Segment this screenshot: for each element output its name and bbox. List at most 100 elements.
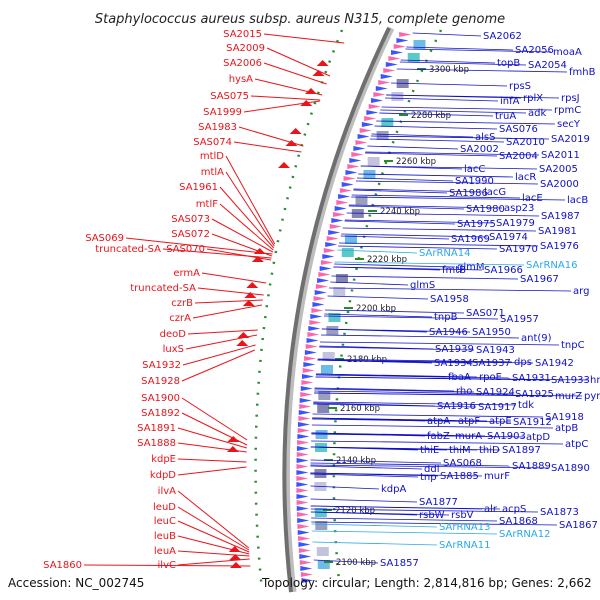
gene-block bbox=[413, 40, 426, 49]
reverse-gene-label: SA1942 bbox=[317, 358, 574, 369]
gene-block bbox=[315, 521, 328, 530]
reverse-gene-arrow bbox=[336, 200, 349, 205]
reverse-gene-label: alsS bbox=[371, 132, 495, 143]
reverse-gene-name: SA1931 bbox=[512, 373, 551, 384]
reverse-gene-arrow bbox=[297, 518, 310, 523]
forward-gene-name: SA1892 bbox=[141, 408, 180, 419]
reverse-gene-arrow bbox=[343, 176, 356, 181]
reverse-gene-arrow bbox=[388, 56, 401, 61]
reverse-gene-arrow bbox=[299, 560, 312, 565]
forward-gene-name: czrA bbox=[169, 313, 191, 324]
reverse-gene-arrow bbox=[301, 380, 314, 385]
reverse-gene-arrow bbox=[317, 278, 330, 283]
reverse-gene-name: tnp bbox=[420, 472, 437, 483]
gene-block bbox=[381, 118, 394, 127]
forward-gene-label: SAS072 bbox=[171, 229, 273, 257]
reverse-gene-arrow bbox=[393, 44, 406, 49]
reverse-gene-name: SA1867 bbox=[559, 520, 598, 531]
forward-gene-name: SA2009 bbox=[226, 43, 265, 54]
forward-gene-name: SA1932 bbox=[142, 360, 181, 371]
reverse-gene-name: fabZ bbox=[427, 431, 450, 442]
reverse-gene-label: atpD bbox=[311, 432, 550, 443]
reverse-gene-name: SA1918 bbox=[545, 412, 584, 423]
forward-gene-name: kdpE bbox=[151, 454, 176, 465]
reverse-gene-label: fabZ bbox=[311, 431, 450, 442]
forward-gene-label: SAS074 bbox=[193, 137, 302, 153]
reverse-gene-name: SA2004 bbox=[499, 151, 538, 162]
reverse-gene-arrow bbox=[300, 572, 313, 577]
reverse-gene-name: adk bbox=[528, 108, 546, 119]
reverse-gene-arrow bbox=[318, 272, 331, 277]
gene-block bbox=[328, 313, 341, 322]
reverse-gene-arrow bbox=[297, 440, 310, 445]
reverse-gene-arrow bbox=[297, 428, 310, 433]
forward-gene-name: SA1860 bbox=[43, 560, 82, 571]
reverse-gene-name: rpsJ bbox=[561, 93, 580, 104]
reverse-gene-label: lacE bbox=[351, 193, 543, 204]
reverse-gene-name: rpmC bbox=[554, 105, 581, 116]
reverse-gene-arrow bbox=[309, 320, 322, 325]
gene-block bbox=[341, 248, 354, 257]
accession-text: Accession: NC_002745 bbox=[8, 576, 144, 590]
reverse-gene-name: rplX bbox=[523, 93, 543, 104]
gene-block bbox=[333, 287, 346, 296]
kbp-tick: 2160 kbp bbox=[328, 404, 380, 414]
reverse-gene-name: ant(9) bbox=[521, 333, 552, 344]
reverse-gene-label: SA1857 bbox=[313, 558, 419, 569]
forward-gene-arrow bbox=[251, 256, 264, 262]
reverse-gene-arrow bbox=[303, 362, 316, 367]
forward-gene-label: leuD bbox=[153, 502, 250, 551]
forward-gene-label: leuA bbox=[154, 546, 250, 557]
reverse-gene-label: SA2000 bbox=[355, 179, 579, 190]
reverse-gene-label: SA1912 bbox=[312, 417, 552, 428]
reverse-gene-arrow bbox=[332, 212, 345, 217]
reverse-gene-name: SA1981 bbox=[538, 226, 577, 237]
reverse-gene-name: alsS bbox=[475, 132, 495, 143]
reverse-gene-arrow bbox=[364, 116, 377, 121]
reverse-gene-label: adk bbox=[380, 108, 546, 119]
forward-gene-label: kdpD bbox=[150, 466, 247, 481]
forward-gene-arrow bbox=[236, 340, 249, 346]
gene-block bbox=[407, 53, 420, 62]
reverse-gene-arrow bbox=[304, 350, 317, 355]
reverse-gene-arrow bbox=[307, 332, 320, 337]
forward-gene-label: SAS069 bbox=[85, 233, 273, 255]
reverse-gene-arrow bbox=[296, 488, 309, 493]
reverse-gene-arrow bbox=[319, 266, 332, 271]
reverse-gene-name: lacR bbox=[515, 172, 536, 183]
reverse-gene-name: tnpC bbox=[561, 340, 585, 351]
forward-gene-labels: SA2015 SA2009 SA2006 hysA SAS075 SA1999 SA1983… bbox=[43, 29, 345, 571]
reverse-gene-label: SA1970 bbox=[338, 244, 538, 255]
kbp-tick: 2280 kbp bbox=[399, 111, 451, 121]
reverse-gene-name: SA2010 bbox=[506, 137, 545, 148]
forward-gene-arrow bbox=[242, 300, 255, 306]
forward-gene-arrow bbox=[289, 128, 302, 134]
forward-gene-arrow bbox=[229, 562, 242, 568]
reverse-gene-arrow bbox=[297, 530, 310, 535]
forward-gene-label: mtlA bbox=[201, 167, 275, 247]
reverse-gene-arrow bbox=[361, 122, 374, 127]
reverse-gene-name: atpD bbox=[526, 432, 550, 443]
reverse-gene-arrow bbox=[396, 38, 409, 43]
reverse-gene-arrow bbox=[296, 458, 309, 463]
reverse-gene-arrow bbox=[378, 80, 391, 85]
reverse-gene-name: SA1924 bbox=[476, 387, 515, 398]
gene-block bbox=[317, 404, 330, 413]
forward-gene-label: SA1961 bbox=[179, 182, 275, 249]
reverse-gene-arrow bbox=[357, 134, 370, 139]
forward-gene-arrow bbox=[312, 70, 325, 76]
reverse-gene-label: arg bbox=[329, 286, 589, 297]
reverse-gene-name: SA1979 bbox=[496, 218, 535, 229]
reverse-gene-label: lacB bbox=[351, 195, 588, 206]
forward-gene-arrow bbox=[304, 88, 317, 94]
reverse-gene-label: lacR bbox=[358, 172, 536, 183]
reverse-gene-name: SA1857 bbox=[380, 558, 419, 569]
reverse-gene-arrow bbox=[399, 32, 412, 37]
reverse-gene-label: SArRNA14 bbox=[337, 248, 470, 259]
reverse-gene-label: pyrG bbox=[314, 391, 600, 402]
rna-gene-name: SArRNA12 bbox=[499, 529, 550, 540]
forward-gene-label: SA1891 bbox=[137, 423, 247, 449]
reverse-gene-name: SA1946 bbox=[429, 327, 468, 338]
forward-gene-label: SAS073 bbox=[171, 214, 274, 253]
